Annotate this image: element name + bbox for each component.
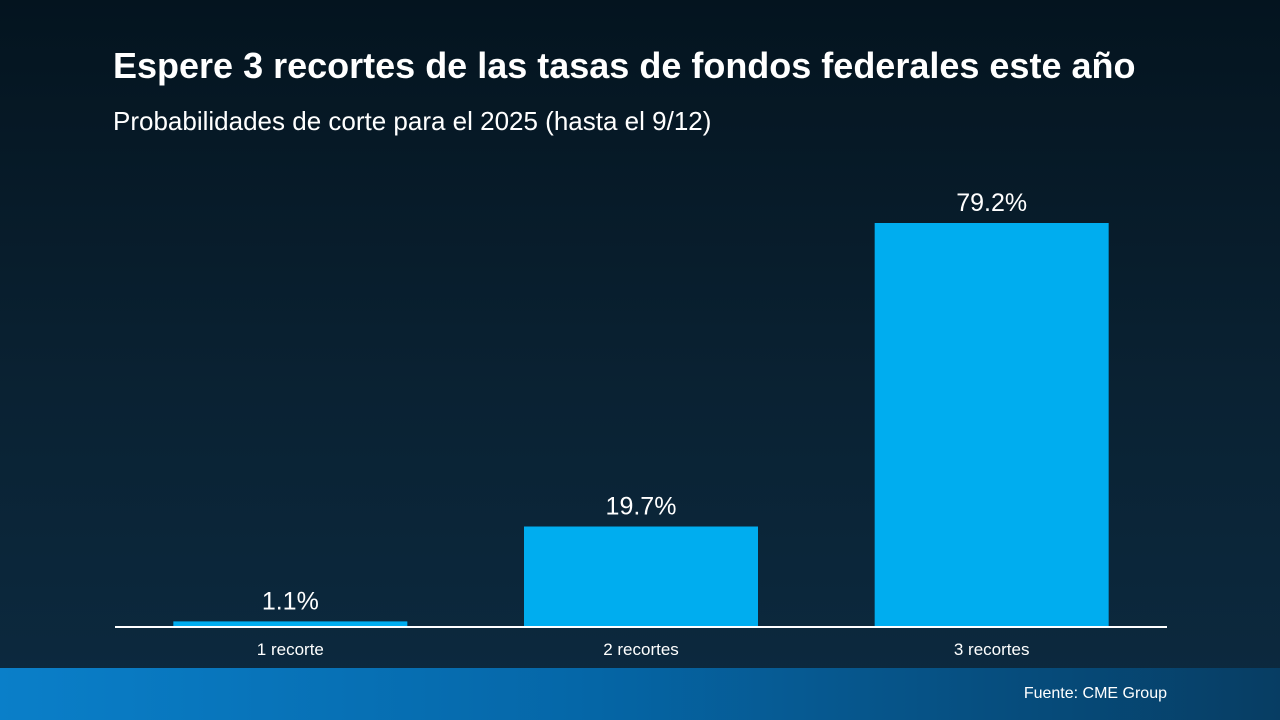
x-tick-label: 2 recortes xyxy=(603,640,679,659)
source-text: Fuente: CME Group xyxy=(1023,685,1167,702)
bar-chart: 1.1% 1 recorte 19.7% 2 recortes 79.2% 3 recor… xyxy=(173,189,1109,659)
bar xyxy=(173,621,408,627)
chart-title: Espere 3 recortes de las tasas de fondos… xyxy=(113,45,1136,86)
bar xyxy=(524,526,758,627)
x-tick-label: 1 recorte xyxy=(257,640,324,659)
data-label: 19.7% xyxy=(606,493,677,521)
bar xyxy=(874,223,1109,627)
chart-subtitle: Probabilidades de corte para el 2025 (ha… xyxy=(113,106,712,136)
data-label: 79.2% xyxy=(956,189,1027,217)
footer-bar: Fuente: CME Group xyxy=(0,668,1280,720)
x-tick-label: 3 recortes xyxy=(954,640,1030,659)
data-label: 1.1% xyxy=(262,587,319,615)
